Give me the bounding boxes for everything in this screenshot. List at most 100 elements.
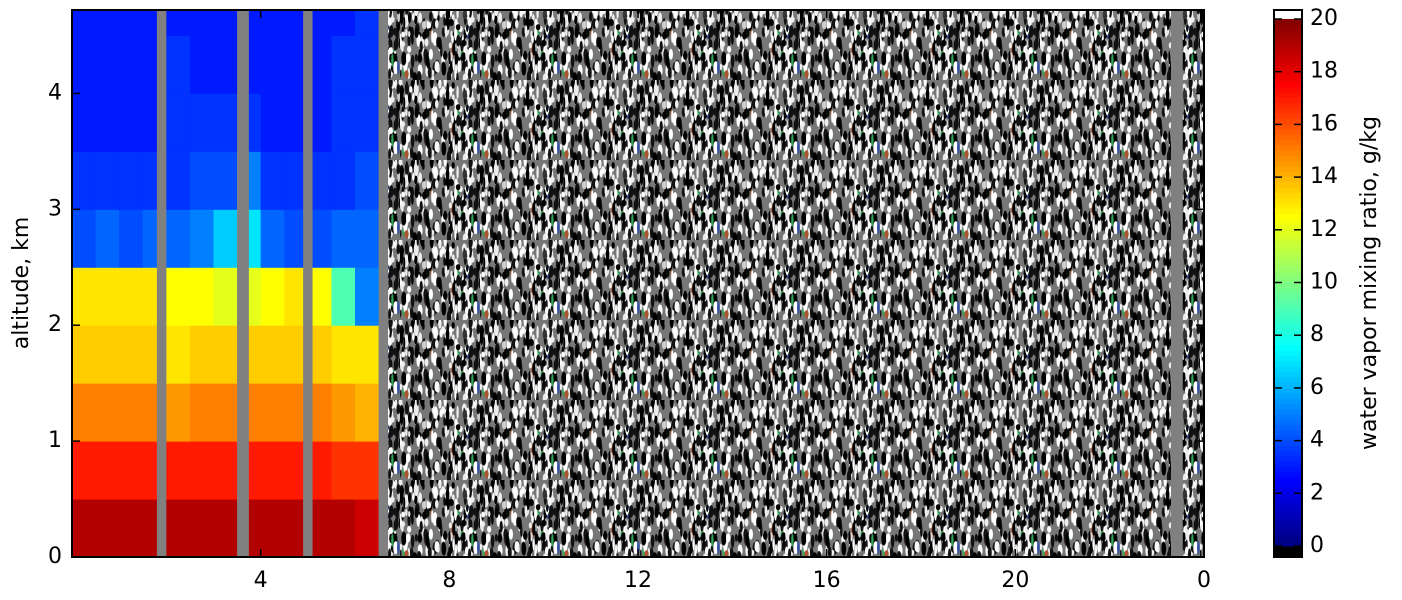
colorbar-segment <box>1274 277 1302 284</box>
y-tick-label: 0 <box>48 544 62 569</box>
colorbar-segment <box>1274 319 1302 326</box>
colorbar-segment <box>1274 150 1302 157</box>
heatmap-cell <box>72 10 97 36</box>
colorbar-segment <box>1274 187 1302 194</box>
colorbar-segment <box>1274 156 1302 162</box>
heatmap-cell <box>331 35 356 94</box>
heatmap-cell <box>72 151 97 210</box>
heatmap-cell <box>166 35 191 94</box>
colorbar-segment <box>1274 161 1302 168</box>
colorbar-segment <box>1274 92 1302 99</box>
colorbar-segment <box>1274 66 1302 73</box>
x-tick-label: 16 <box>813 568 841 593</box>
colorbar-segment <box>1274 329 1302 336</box>
colorbar-tick-label: 4 <box>1310 428 1324 453</box>
colorbar-segment <box>1274 29 1302 36</box>
heatmap-cell <box>260 383 285 442</box>
colorbar-segment <box>1274 82 1302 89</box>
heatmap-cell <box>260 209 285 268</box>
colorbar-segment <box>1274 134 1302 141</box>
data-gap <box>378 10 389 557</box>
colorbar-segment <box>1274 256 1302 263</box>
colorbar-segment <box>1274 472 1302 479</box>
colorbar-segment <box>1274 171 1302 178</box>
colorbar-segment <box>1274 224 1302 231</box>
colorbar-segment <box>1274 482 1302 489</box>
colorbar-segment <box>1274 34 1302 41</box>
heatmap-cell <box>166 383 191 442</box>
colorbar-segment <box>1274 435 1302 442</box>
colorbar-segment <box>1274 408 1302 415</box>
heatmap-cell <box>260 93 285 152</box>
y-tick-label: 2 <box>48 312 62 337</box>
colorbar-segment <box>1274 40 1302 46</box>
heatmap-cell <box>331 499 356 558</box>
colorbar-segment <box>1274 361 1302 368</box>
y-tick-label: 1 <box>48 428 62 453</box>
colorbar-segment <box>1274 192 1302 199</box>
colorbar-segment <box>1274 119 1302 125</box>
heatmap-cell <box>213 383 238 442</box>
colorbar-segment <box>1274 245 1302 252</box>
colorbar-segment <box>1274 351 1302 357</box>
heatmap-cell <box>95 383 120 442</box>
heatmap-cell <box>355 93 380 152</box>
heatmap-cell <box>331 209 356 268</box>
colorbar-segment <box>1274 213 1302 220</box>
heatmap-cell <box>355 267 380 326</box>
colorbar-tick-label: 6 <box>1310 375 1324 400</box>
y-tick-label: 3 <box>48 196 62 221</box>
colorbar-segment <box>1274 356 1302 363</box>
colorbar-segment <box>1274 229 1302 236</box>
data-gap <box>303 10 313 557</box>
heatmap-cell <box>189 10 214 36</box>
heatmap-cell <box>95 93 120 152</box>
heatmap-cell <box>260 267 285 326</box>
colorbar-segment <box>1274 451 1302 458</box>
colorbar-segment <box>1274 235 1302 241</box>
heatmap-cell <box>166 441 191 500</box>
colorbar-segment <box>1274 372 1302 378</box>
heatmap-cell <box>355 35 380 94</box>
colorbar-segment <box>1274 424 1302 431</box>
colorbar-segment <box>1274 271 1302 278</box>
colorbar-segment <box>1274 303 1302 310</box>
colorbar-segment <box>1274 540 1302 547</box>
colorbar-segment <box>1274 24 1302 31</box>
colorbar-tick-label: 14 <box>1310 164 1338 189</box>
colorbar-segment <box>1274 503 1302 510</box>
heatmap-cell <box>331 10 356 36</box>
colorbar-segment <box>1274 293 1302 299</box>
heatmap-cell <box>213 209 238 268</box>
colorbar-tick-label: 2 <box>1310 480 1324 505</box>
heatmap-cell <box>331 151 356 210</box>
heatmap-cell <box>331 325 356 384</box>
colorbar-segment <box>1274 177 1302 183</box>
heatmap-cell <box>331 441 356 500</box>
heatmap-cell <box>355 151 380 210</box>
heatmap-cell <box>166 325 191 384</box>
heatmap-cell <box>119 35 144 94</box>
colorbar-segment <box>1274 113 1302 120</box>
heatmap-cell <box>119 441 144 500</box>
colorbar-tick-label: 18 <box>1310 59 1338 84</box>
heatmap-cell <box>213 35 238 94</box>
colorbar-segment <box>1274 456 1302 463</box>
colorbar-segment <box>1274 488 1302 494</box>
colorbar-tick-label: 20 <box>1310 6 1338 31</box>
x-tick-label: 12 <box>624 568 652 593</box>
heatmap-cell <box>260 325 285 384</box>
colorbar-segment <box>1274 19 1302 25</box>
x-tick-label: 8 <box>442 568 456 593</box>
colorbar-segment <box>1274 103 1302 110</box>
data-gap <box>237 10 249 557</box>
colorbar-segment <box>1274 324 1302 331</box>
heatmap-cell <box>95 499 120 558</box>
x-tick-label: 4 <box>254 568 268 593</box>
colorbar-segment <box>1274 140 1302 147</box>
heatmap-cell <box>260 151 285 210</box>
data-gap <box>1170 10 1183 557</box>
heatmap-cell <box>95 151 120 210</box>
heatmap-cell <box>166 151 191 210</box>
